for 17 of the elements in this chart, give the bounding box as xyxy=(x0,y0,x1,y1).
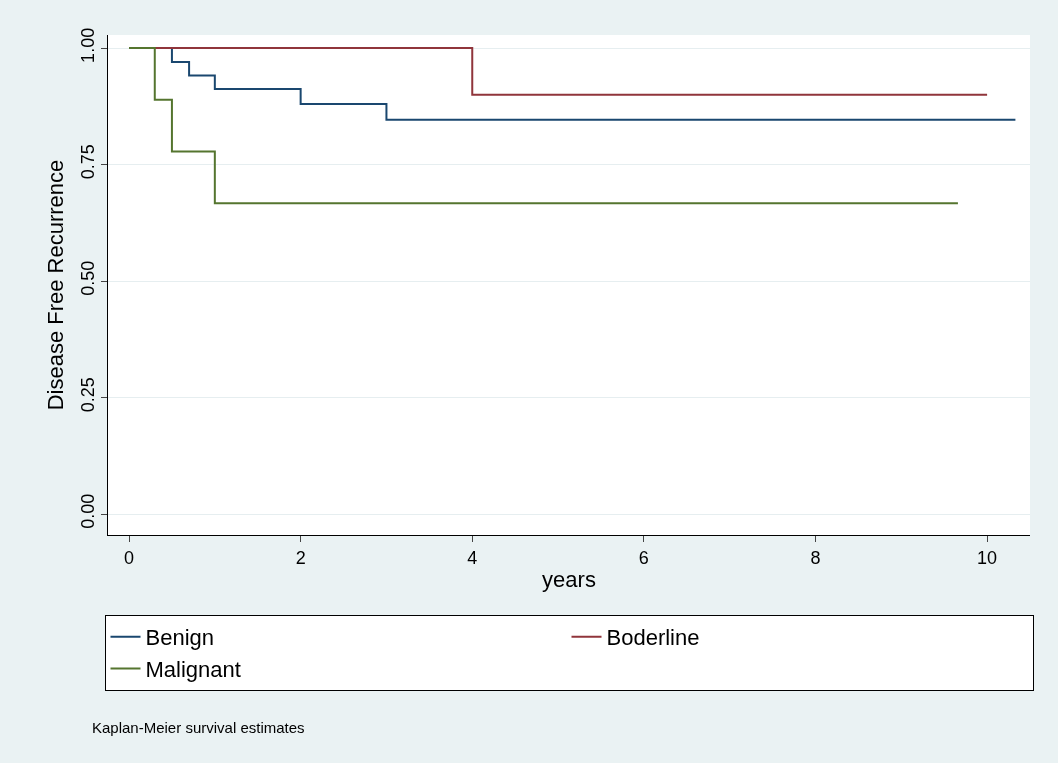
x-tick-label: 10 xyxy=(977,547,998,568)
x-tick-label: 4 xyxy=(467,547,478,568)
y-tick-label: 0.50 xyxy=(77,260,98,296)
y-axis-title: Disease Free Recurrence xyxy=(42,159,68,411)
legend-label: Boderline xyxy=(606,625,700,651)
y-tick-label: 0.00 xyxy=(77,493,98,529)
y-tick-label: 0.25 xyxy=(77,377,98,413)
legend-label: Malignant xyxy=(145,656,241,682)
legend-label: Benign xyxy=(145,625,215,651)
y-tick-label: 1.00 xyxy=(77,27,98,63)
x-tick-label: 8 xyxy=(810,547,821,568)
x-axis-title: years xyxy=(542,567,596,593)
y-tick-label: 0.75 xyxy=(77,144,98,180)
x-tick-label: 0 xyxy=(124,547,135,568)
x-tick-label: 6 xyxy=(638,547,649,568)
x-tick-label: 2 xyxy=(295,547,306,568)
text: Kaplan-Meier survival estimates xyxy=(92,719,305,736)
